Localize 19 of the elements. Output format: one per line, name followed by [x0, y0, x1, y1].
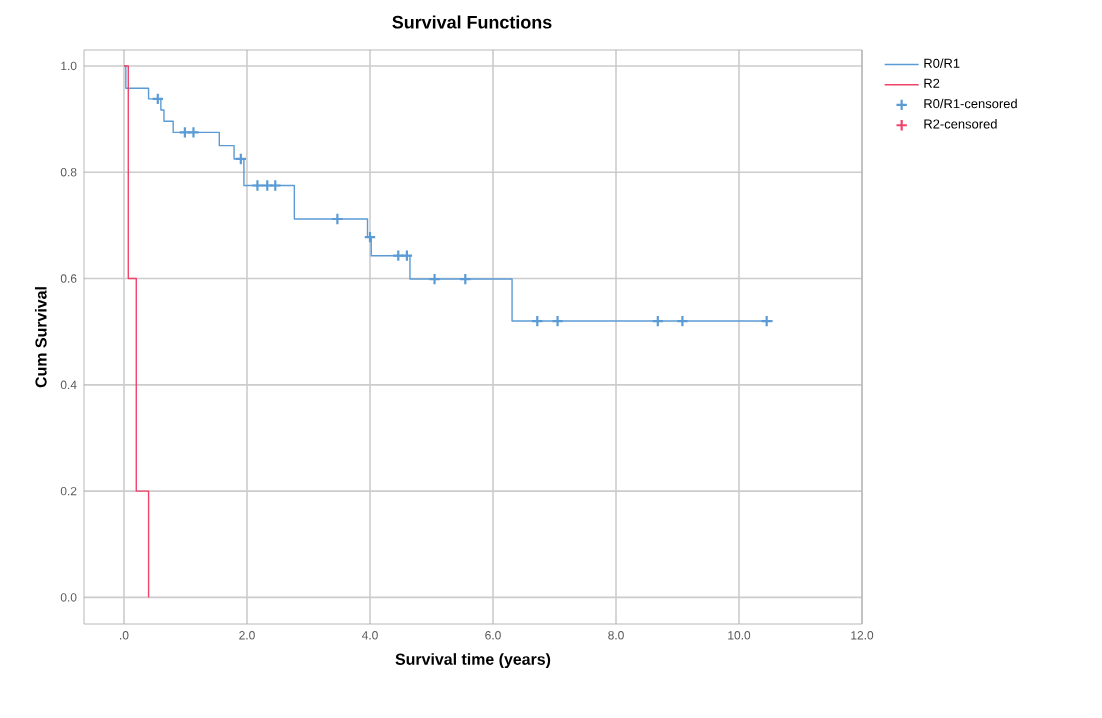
point [676, 314, 689, 328]
point [651, 314, 665, 328]
point [151, 92, 165, 106]
point [251, 179, 264, 192]
point [760, 314, 773, 328]
point [234, 152, 248, 166]
chart-title: Survival Functions [392, 15, 552, 29]
point [392, 249, 405, 262]
point [331, 212, 344, 226]
point [260, 179, 274, 192]
point [428, 272, 441, 286]
point [551, 314, 564, 328]
point [363, 230, 377, 244]
point [187, 126, 200, 139]
point [178, 126, 192, 139]
point [459, 272, 472, 286]
point [400, 249, 414, 262]
point [530, 314, 544, 328]
point [268, 179, 282, 192]
